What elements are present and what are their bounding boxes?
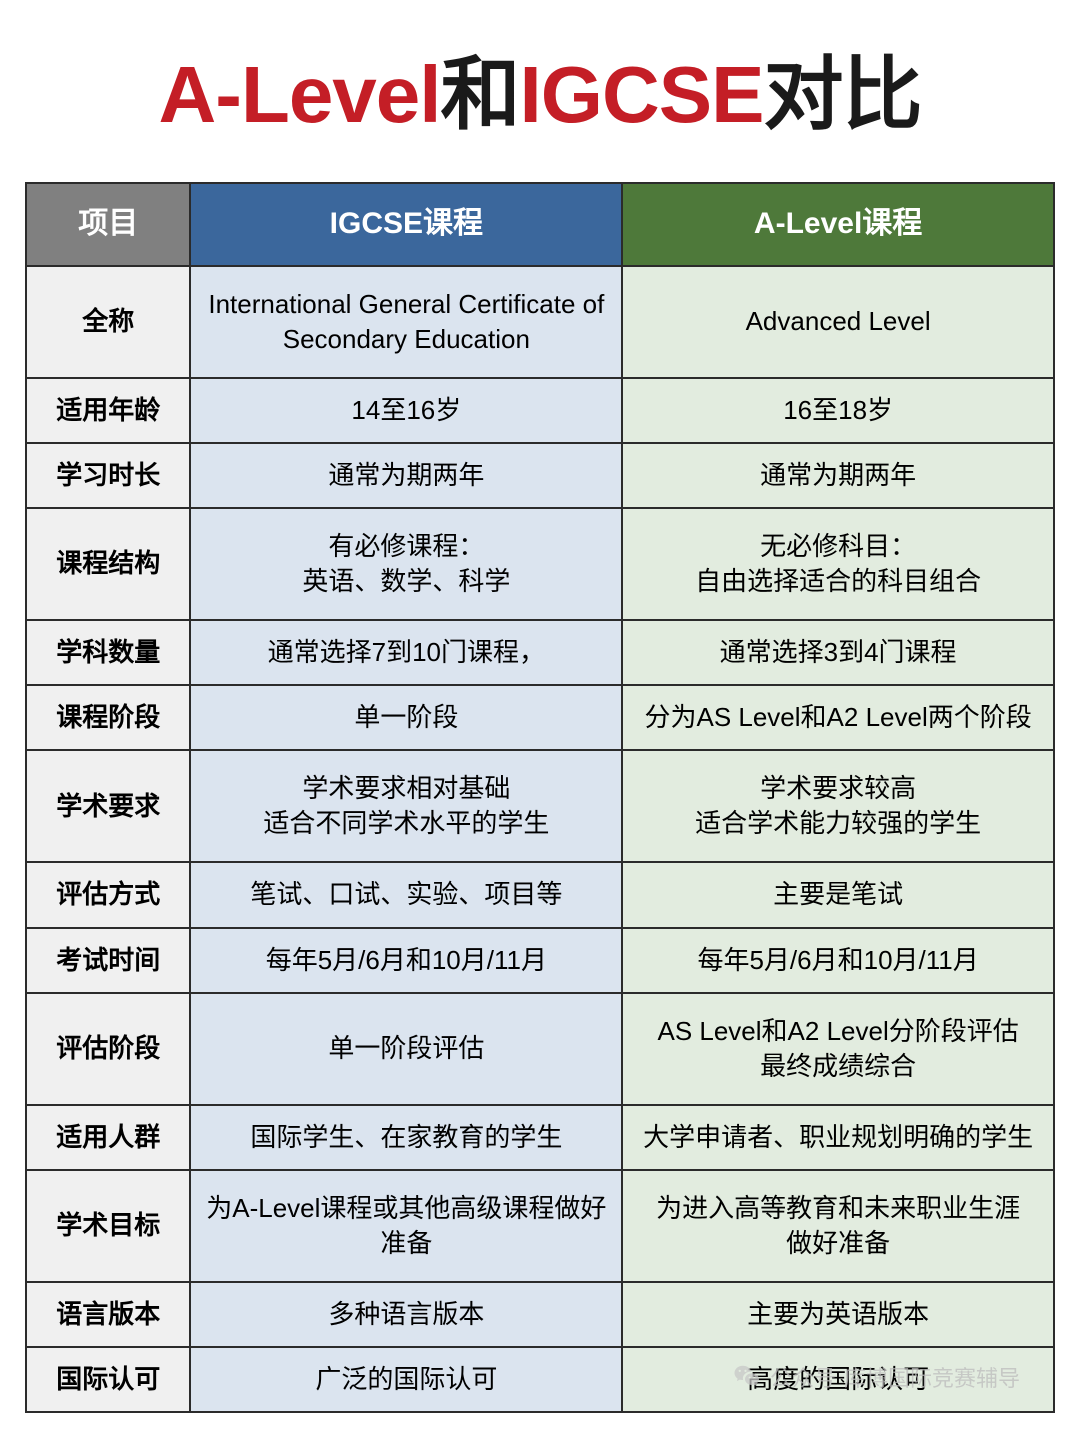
cell-igcse: 通常选择7到10门课程， xyxy=(190,620,622,685)
cell-igcse: 多种语言版本 xyxy=(190,1282,622,1347)
title-seg1: A-Level xyxy=(159,50,441,139)
table-row: 课程结构有必修课程：英语、数学、科学无必修科目：自由选择适合的科目组合 xyxy=(26,508,1054,620)
table-header-row: 项目 IGCSE课程 A-Level课程 xyxy=(26,183,1054,266)
row-label: 课程结构 xyxy=(26,508,190,620)
title-seg3: IGCSE xyxy=(520,50,764,139)
cell-igcse: International General Certificate of Sec… xyxy=(190,266,622,378)
row-label: 语言版本 xyxy=(26,1282,190,1347)
cell-igcse: 通常为期两年 xyxy=(190,443,622,508)
table-row: 适用人群国际学生、在家教育的学生大学申请者、职业规划明确的学生 xyxy=(26,1105,1054,1170)
table-row: 课程阶段单一阶段分为AS Level和A2 Level两个阶段 xyxy=(26,685,1054,750)
table-row: 适用年龄14至16岁16至18岁 xyxy=(26,378,1054,443)
table-row: 学术目标为A-Level课程或其他高级课程做好准备为进入高等教育和未来职业生涯做… xyxy=(26,1170,1054,1282)
cell-alevel: 每年5月/6月和10月/11月 xyxy=(622,928,1054,993)
page-title: A-Level和IGCSE对比 xyxy=(25,30,1055,146)
cell-igcse: 国际学生、在家教育的学生 xyxy=(190,1105,622,1170)
cell-igcse: 广泛的国际认可 xyxy=(190,1347,622,1412)
cell-igcse: 为A-Level课程或其他高级课程做好准备 xyxy=(190,1170,622,1282)
row-label: 评估方式 xyxy=(26,862,190,927)
cell-igcse: 14至16岁 xyxy=(190,378,622,443)
table-row: 语言版本多种语言版本主要为英语版本 xyxy=(26,1282,1054,1347)
cell-alevel: 高度的国际认可 xyxy=(622,1347,1054,1412)
row-label: 全称 xyxy=(26,266,190,378)
table-row: 学术要求学术要求相对基础适合不同学术水平的学生学术要求较高适合学术能力较强的学生 xyxy=(26,750,1054,862)
cell-alevel: 主要为英语版本 xyxy=(622,1282,1054,1347)
cell-alevel: 大学申请者、职业规划明确的学生 xyxy=(622,1105,1054,1170)
row-label: 学术要求 xyxy=(26,750,190,862)
table-row: 学科数量通常选择7到10门课程，通常选择3到4门课程 xyxy=(26,620,1054,685)
cell-igcse: 学术要求相对基础适合不同学术水平的学生 xyxy=(190,750,622,862)
table-row: 国际认可广泛的国际认可高度的国际认可 xyxy=(26,1347,1054,1412)
title-seg2: 和 xyxy=(441,50,520,139)
row-label: 国际认可 xyxy=(26,1347,190,1412)
header-label: 项目 xyxy=(26,183,190,266)
table-row: 学习时长通常为期两年通常为期两年 xyxy=(26,443,1054,508)
header-alevel: A-Level课程 xyxy=(622,183,1054,266)
cell-alevel: Advanced Level xyxy=(622,266,1054,378)
cell-alevel: 学术要求较高适合学术能力较强的学生 xyxy=(622,750,1054,862)
cell-alevel: 无必修科目：自由选择适合的科目组合 xyxy=(622,508,1054,620)
table-row: 全称International General Certificate of S… xyxy=(26,266,1054,378)
cell-alevel: AS Level和A2 Level分阶段评估最终成绩综合 xyxy=(622,993,1054,1105)
table-row: 评估阶段单一阶段评估AS Level和A2 Level分阶段评估最终成绩综合 xyxy=(26,993,1054,1105)
row-label: 适用人群 xyxy=(26,1105,190,1170)
table-row: 考试时间每年5月/6月和10月/11月每年5月/6月和10月/11月 xyxy=(26,928,1054,993)
cell-alevel: 16至18岁 xyxy=(622,378,1054,443)
row-label: 适用年龄 xyxy=(26,378,190,443)
row-label: 学术目标 xyxy=(26,1170,190,1282)
cell-igcse: 单一阶段 xyxy=(190,685,622,750)
cell-igcse: 单一阶段评估 xyxy=(190,993,622,1105)
comparison-table: 项目 IGCSE课程 A-Level课程 全称International Gen… xyxy=(25,182,1055,1413)
row-label: 考试时间 xyxy=(26,928,190,993)
cell-alevel: 分为AS Level和A2 Level两个阶段 xyxy=(622,685,1054,750)
header-igcse: IGCSE课程 xyxy=(190,183,622,266)
row-label: 学科数量 xyxy=(26,620,190,685)
table-body: 全称International General Certificate of S… xyxy=(26,266,1054,1413)
table-row: 评估方式笔试、口试、实验、项目等主要是笔试 xyxy=(26,862,1054,927)
row-label: 评估阶段 xyxy=(26,993,190,1105)
row-label: 课程阶段 xyxy=(26,685,190,750)
cell-alevel: 通常选择3到4门课程 xyxy=(622,620,1054,685)
cell-alevel: 为进入高等教育和未来职业生涯做好准备 xyxy=(622,1170,1054,1282)
cell-alevel: 通常为期两年 xyxy=(622,443,1054,508)
cell-igcse: 有必修课程：英语、数学、科学 xyxy=(190,508,622,620)
row-label: 学习时长 xyxy=(26,443,190,508)
cell-igcse: 笔试、口试、实验、项目等 xyxy=(190,862,622,927)
cell-alevel: 主要是笔试 xyxy=(622,862,1054,927)
title-seg4: 对比 xyxy=(763,50,921,139)
cell-igcse: 每年5月/6月和10月/11月 xyxy=(190,928,622,993)
